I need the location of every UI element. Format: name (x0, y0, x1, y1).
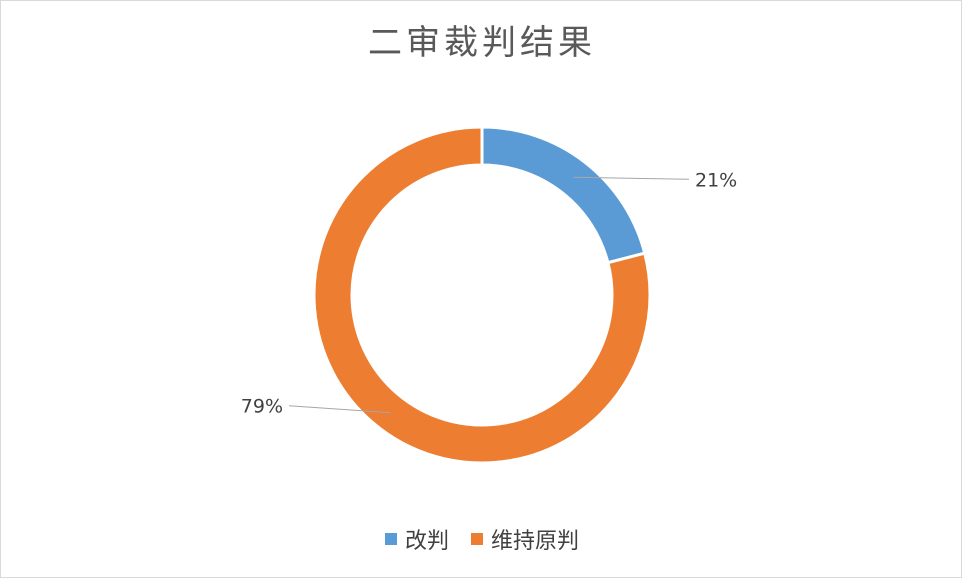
leader-line-weichi (288, 405, 391, 414)
legend-item-gaipan: 改判 (384, 523, 449, 555)
chart-title: 二审裁判结果 (368, 23, 596, 63)
legend-swatch-weichi (471, 533, 483, 545)
legend-label-weichi: 维持原判 (491, 529, 580, 554)
data-label-gaipan: 21% (695, 169, 737, 191)
legend: 改判 维持原判 (1, 523, 962, 555)
legend-item-weichi: 维持原判 (471, 523, 579, 555)
slice-gaipan (480, 125, 647, 265)
leader-line-gaipan (573, 176, 690, 180)
slice-weichi (312, 125, 652, 465)
data-label-weichi: 79% (241, 396, 283, 418)
legend-label-gaipan: 改判 (404, 529, 449, 554)
legend-swatch-gaipan (384, 533, 397, 545)
